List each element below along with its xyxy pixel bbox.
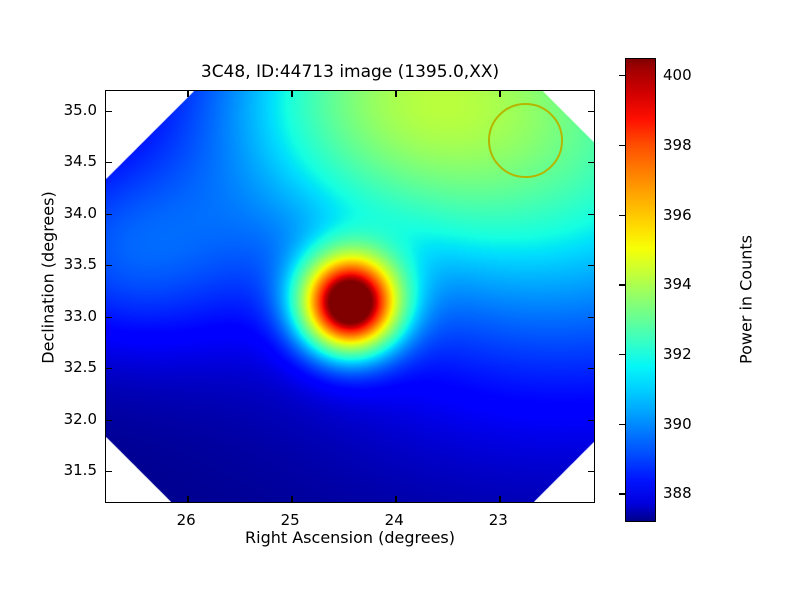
sky-image-heatmap [106, 91, 594, 502]
x-tick-mark [187, 91, 189, 97]
x-tick-label: 23 [488, 511, 508, 529]
colorbar-tick-mark [619, 423, 625, 426]
colorbar-tick-label: 400 [663, 66, 692, 85]
y-tick-label: 31.5 [63, 461, 97, 480]
colorbar-tick-mark [619, 144, 625, 147]
x-tick-label: 25 [280, 511, 300, 529]
y-tick-label: 33.5 [63, 255, 97, 274]
y-tick-label: 34.5 [63, 152, 97, 171]
colorbar-tick-label: 388 [663, 484, 692, 503]
y-tick-mark [106, 316, 112, 318]
colorbar-gradient [625, 58, 656, 522]
x-tick-mark [395, 496, 397, 502]
x-tick-mark [395, 91, 397, 97]
y-tick-mark [588, 316, 594, 318]
y-tick-mark [588, 265, 594, 267]
y-tick-mark [588, 471, 594, 473]
colorbar-tick-mark [619, 214, 625, 216]
colorbar-tick-label: 392 [663, 344, 692, 363]
y-tick-mark [588, 110, 594, 112]
y-tick-label: 35.0 [63, 100, 97, 119]
y-tick-mark [106, 368, 112, 370]
y-tick-mark [106, 213, 112, 215]
x-tick-mark [499, 91, 501, 97]
colorbar-tick-label: 394 [663, 275, 692, 294]
x-tick-mark [291, 496, 293, 502]
x-axis-label: Right Ascension (degrees) [245, 528, 455, 547]
x-tick-label: 24 [384, 511, 404, 529]
colorbar-tick-mark [619, 353, 625, 356]
colorbar-tick-mark [619, 284, 625, 286]
y-tick-mark [106, 110, 112, 112]
y-tick-label: 33.0 [63, 306, 97, 325]
y-axis-label: Declination (degrees) [38, 191, 58, 364]
y-tick-mark [106, 419, 112, 421]
colorbar-label: Power in Counts [736, 235, 756, 364]
colorbar-tick-mark [619, 493, 625, 495]
colorbar[interactable] [619, 58, 656, 522]
y-tick-mark [106, 471, 112, 473]
colorbar-tick-label: 398 [663, 135, 692, 154]
colorbar-tick-label: 396 [663, 205, 692, 224]
colorbar-tick-label: 390 [663, 414, 692, 433]
x-tick-mark [187, 496, 189, 502]
y-tick-mark [106, 162, 112, 164]
x-tick-label: 26 [176, 511, 196, 529]
y-tick-mark [588, 162, 594, 164]
y-tick-label: 32.5 [63, 358, 97, 377]
colorbar-tick-mark [619, 75, 625, 77]
y-tick-mark [106, 265, 112, 267]
y-tick-mark [588, 213, 594, 215]
x-tick-mark [499, 496, 501, 502]
y-tick-label: 32.0 [63, 409, 97, 428]
image-axes[interactable] [105, 90, 595, 503]
y-tick-mark [588, 419, 594, 421]
x-tick-mark [291, 91, 293, 97]
page-title: 3C48, ID:44713 image (1395.0,XX) [200, 62, 500, 82]
y-tick-mark [588, 368, 594, 370]
y-tick-label: 34.0 [63, 203, 97, 222]
